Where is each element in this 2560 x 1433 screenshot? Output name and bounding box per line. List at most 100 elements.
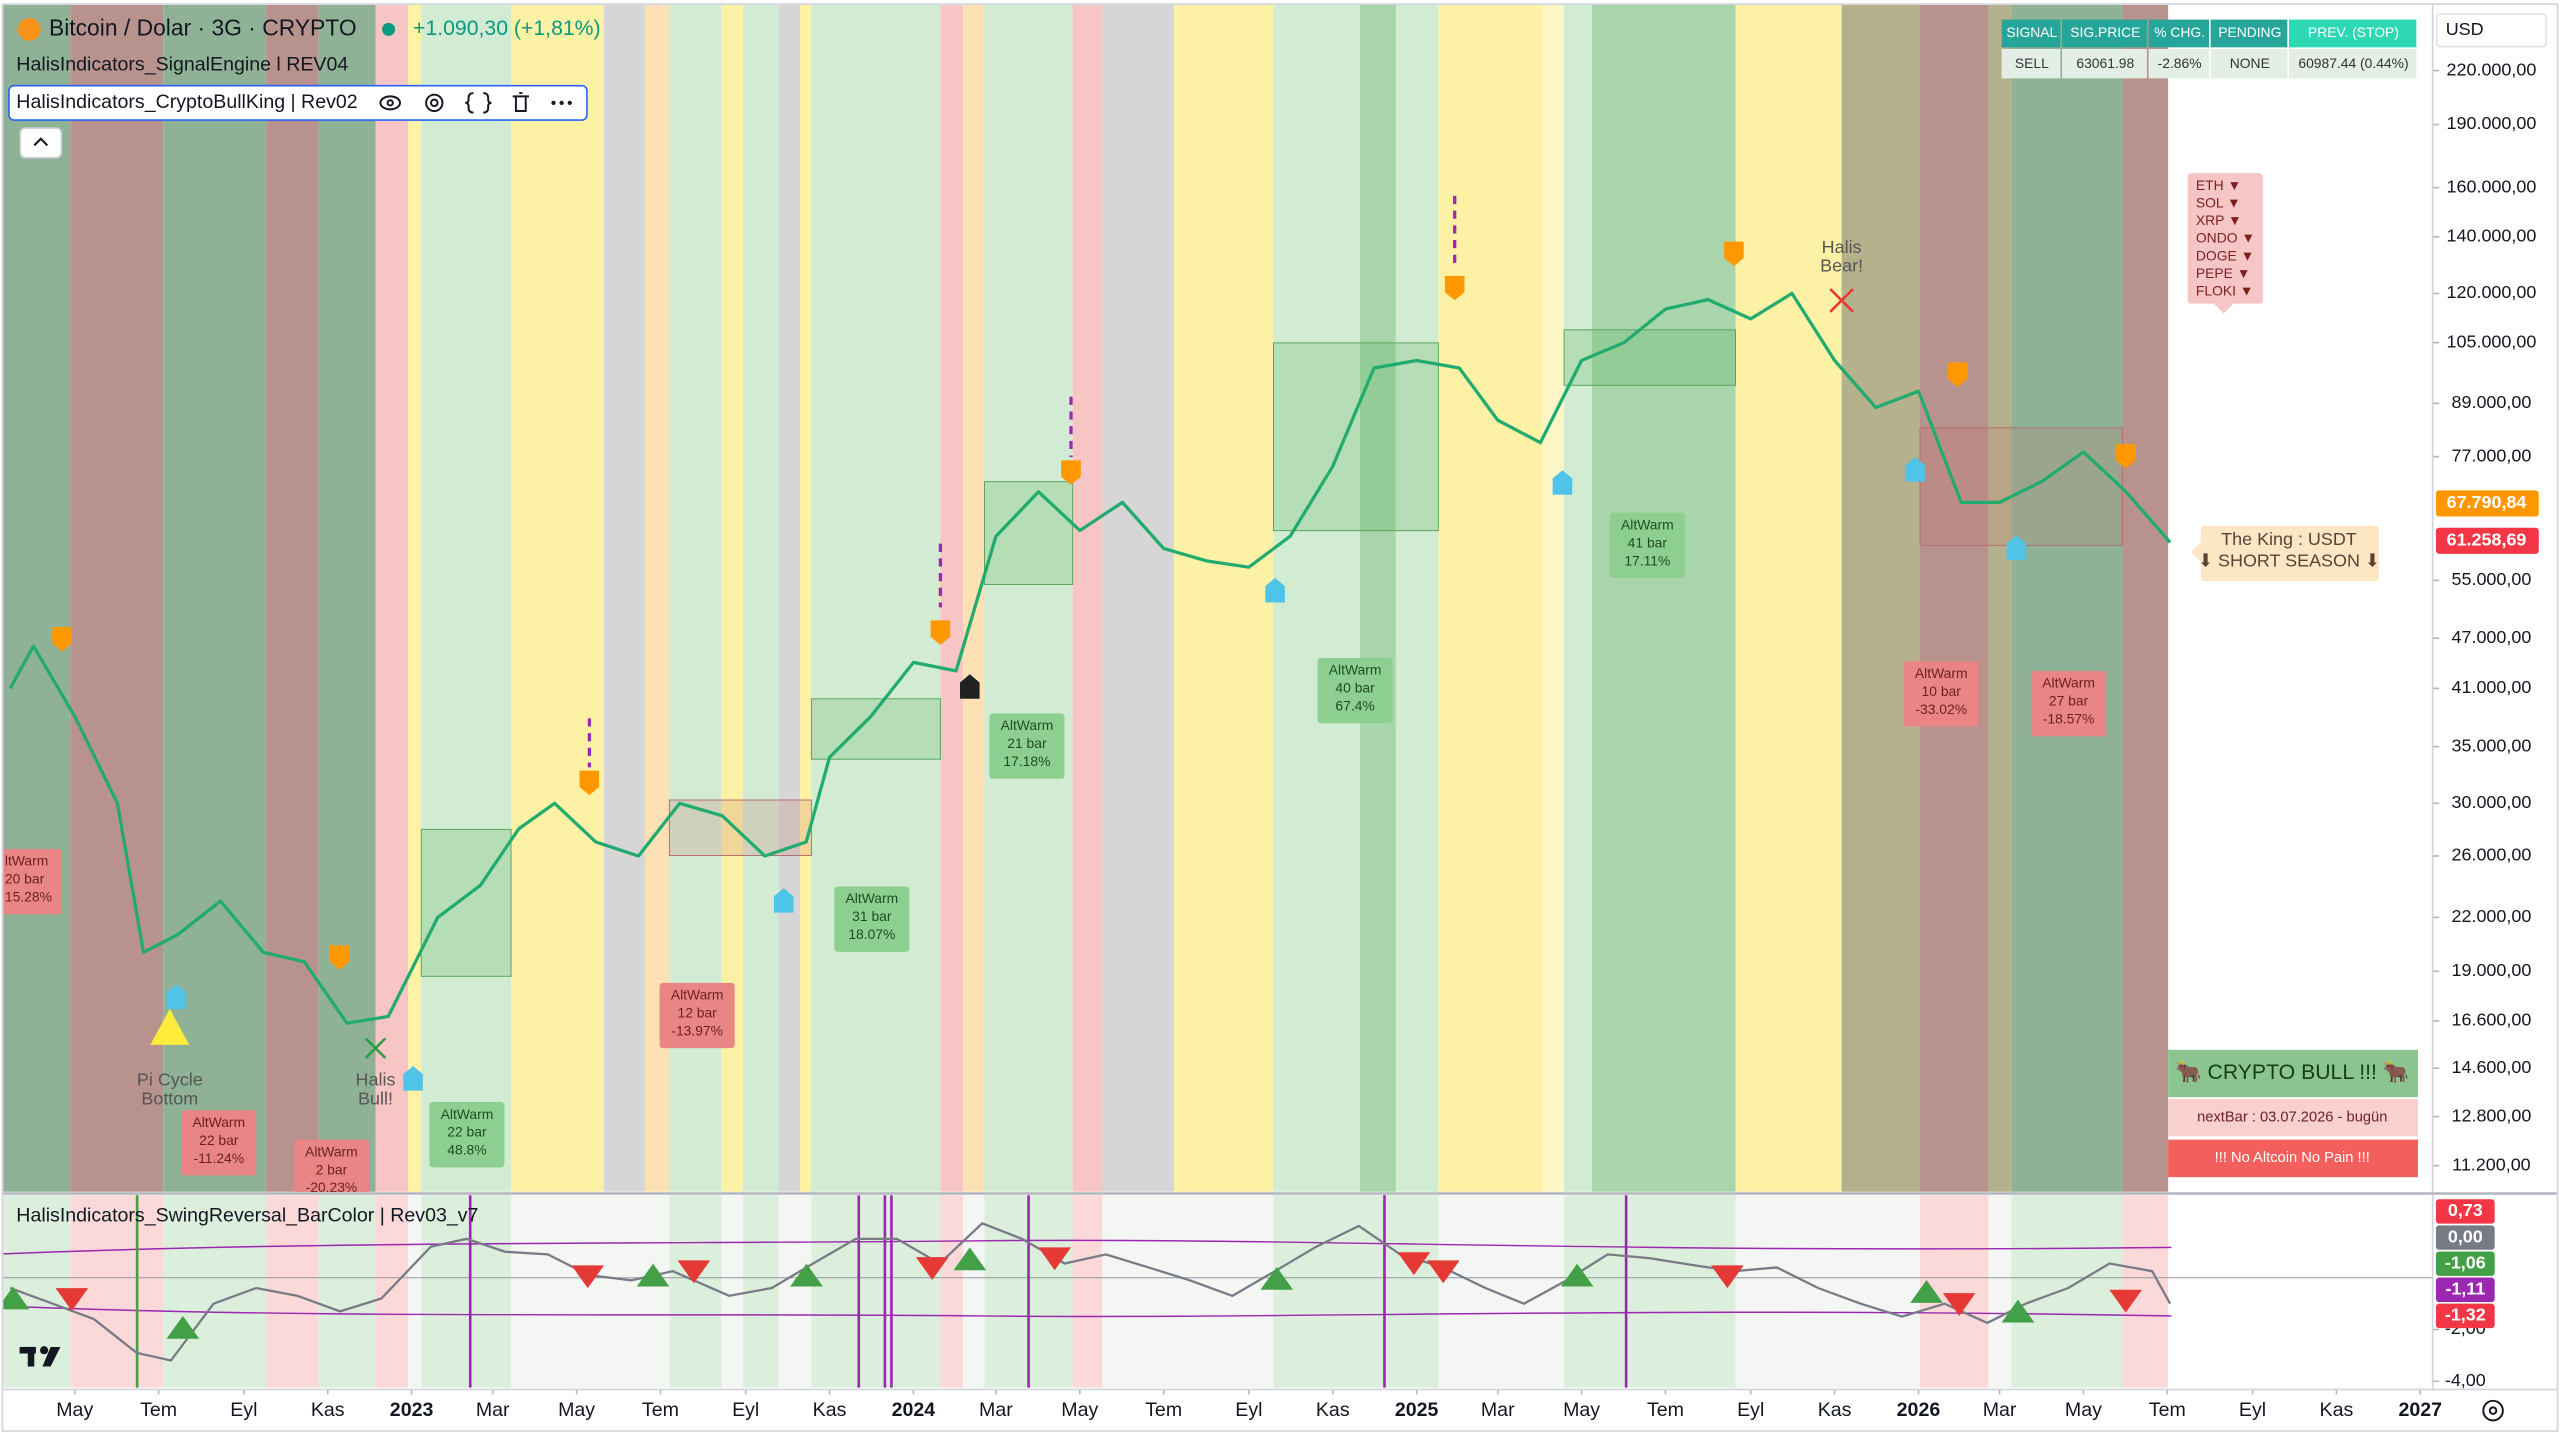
- regime-band: [163, 4, 267, 1192]
- regime-band: [811, 4, 941, 1192]
- altwarm-text: AltWarm: [1621, 516, 1674, 532]
- y-tick-label: 120.000,00: [2447, 282, 2537, 302]
- regime-band: [604, 1195, 645, 1388]
- regime-band: [318, 4, 376, 1192]
- altwarm-box: [1903, 661, 1979, 727]
- altwarm-text: AltWarm: [305, 1143, 358, 1159]
- oscillator-title: HalisIndicators_SwingReversal_BarColor |…: [16, 1205, 478, 1227]
- table-header: PREV. (STOP): [2308, 24, 2399, 40]
- signal-marker: [1265, 577, 1285, 603]
- indicator-box[interactable]: [8, 84, 588, 121]
- value-tag-label: 0,73: [2448, 1200, 2483, 1220]
- regime-band: [375, 1195, 409, 1388]
- regime-band: [1273, 1195, 1360, 1388]
- x-tick-label: 2023: [390, 1399, 434, 1421]
- regime-band: [742, 4, 779, 1192]
- altwarm-box: [181, 1110, 257, 1176]
- dot: [559, 100, 564, 105]
- regime-band: [1102, 1195, 1174, 1388]
- regime-band: [669, 1195, 722, 1388]
- annotation: Halis: [1822, 237, 1862, 257]
- regime-band: [984, 4, 1073, 1192]
- altwarm-text: 67.4%: [1335, 698, 1374, 714]
- y-tick-label: 16.600,00: [2452, 1010, 2532, 1030]
- regime-band: [1072, 4, 1103, 1192]
- table-header-cell: [2210, 19, 2288, 48]
- regime-band: [1438, 4, 1543, 1192]
- bull-panel-text: nextBar : 03.07.2026 - bugün: [2197, 1109, 2387, 1125]
- lower-band: [3, 1305, 2172, 1318]
- range-box: [420, 828, 512, 977]
- signal-marker: [403, 1066, 423, 1091]
- table-header: PENDING: [2218, 24, 2281, 40]
- x-tick-label: Kas: [311, 1399, 345, 1421]
- eye-icon[interactable]: [379, 95, 401, 111]
- bull-panel-text: 🐂 CRYPTO BULL !!! 🐂: [2175, 1061, 2409, 1084]
- coin-icon: [17, 17, 41, 41]
- y-tick-label: 14.600,00: [2452, 1057, 2532, 1077]
- settings-gear[interactable]: [2482, 1399, 2504, 1422]
- value-tag-label: -1,11: [2445, 1279, 2485, 1299]
- currency-box[interactable]: [2435, 13, 2547, 48]
- regime-band: [2011, 1195, 2123, 1388]
- indicator-icons[interactable]: [379, 92, 529, 114]
- indicator-name[interactable]: HalisIndicators_SignalEngine l REV04: [16, 53, 348, 75]
- sell-arrow: [1038, 1247, 1072, 1271]
- annotation: Bull!: [358, 1088, 393, 1108]
- bull-panel-row: [2168, 1139, 2418, 1178]
- collapse-chevron: [33, 137, 49, 147]
- settings-icon[interactable]: [425, 93, 444, 113]
- signal-marker: [773, 888, 794, 913]
- regime-band: [70, 4, 164, 1192]
- sell-arrow: [1942, 1293, 1976, 1316]
- source-icon[interactable]: [465, 92, 492, 114]
- bull-cross: [364, 1037, 387, 1059]
- more-icon[interactable]: [551, 100, 572, 105]
- signal-marker: [1444, 275, 1465, 301]
- y-tick-label: 26.000,00: [2452, 845, 2532, 865]
- buy-arrow: [790, 1263, 823, 1287]
- x-tick-label: May: [1061, 1399, 1098, 1421]
- annotation: Bottom: [141, 1088, 198, 1108]
- regime-band: [375, 4, 409, 1192]
- oscillator-pane: [3, 1195, 2433, 1388]
- altwarm-text: 27 bar: [2049, 693, 2089, 709]
- buy-arrow: [1910, 1280, 1943, 1303]
- altwarm-box: [3, 848, 63, 915]
- altwarm-box: [1317, 657, 1393, 724]
- table-cell: [2001, 48, 2061, 79]
- buy-arrow: [166, 1315, 200, 1339]
- regime-band: [511, 4, 605, 1192]
- value-tag: [2435, 1225, 2495, 1250]
- delete-icon[interactable]: [512, 92, 529, 113]
- annotation: Bear!: [1820, 256, 1863, 276]
- collapse-button[interactable]: [19, 127, 63, 159]
- altwarm-text: 22 bar: [199, 1132, 239, 1148]
- altwarm-text: 31 bar: [852, 908, 892, 924]
- regime-band: [604, 4, 645, 1192]
- sell-arrow: [1397, 1252, 1431, 1276]
- regime-band: [1542, 1195, 1565, 1388]
- regime-band: [408, 1195, 422, 1388]
- annotation: Halis: [356, 1070, 396, 1090]
- market-status: [382, 22, 396, 36]
- price-line: [8, 291, 2172, 1025]
- altwarm-text: AltWarm: [846, 890, 899, 906]
- regime-band: [778, 1195, 800, 1388]
- signal-marker: [1724, 241, 1744, 267]
- sell-arrow: [677, 1260, 711, 1284]
- settings-core: [430, 98, 439, 108]
- altwarm-text: AltWarm: [1915, 665, 1968, 681]
- range-box: [1272, 342, 1439, 532]
- regime-band: [721, 4, 743, 1192]
- currency[interactable]: USD: [2446, 19, 2484, 39]
- regime-band: [1542, 4, 1565, 1192]
- value-tag: [2435, 1251, 2495, 1276]
- indicator-name[interactable]: HalisIndicators_CryptoBullKing | Rev02: [16, 91, 357, 113]
- alt-list-item: ONDO ▼: [2196, 230, 2255, 246]
- x-tick-label: Eyl: [2239, 1399, 2266, 1421]
- bull-panel-row: [2168, 1098, 2418, 1137]
- king-pointer: [2191, 542, 2201, 562]
- x-tick-label: May: [1563, 1399, 1600, 1421]
